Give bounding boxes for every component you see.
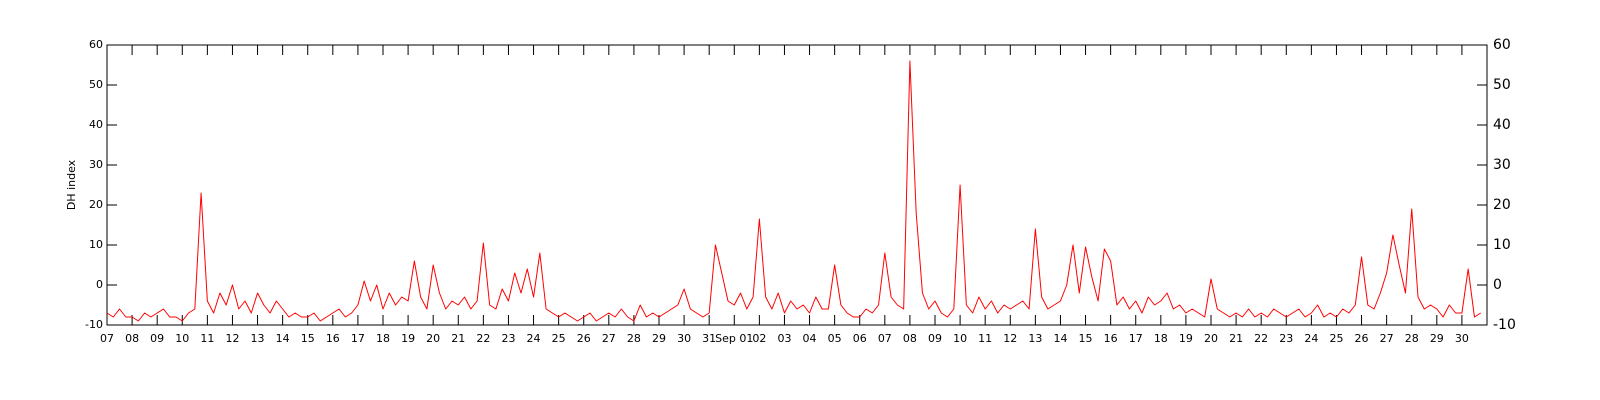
y2-tick-label: 40 bbox=[1493, 117, 1511, 133]
x-tick-label: 25 bbox=[552, 332, 566, 345]
x-tick-label: 24 bbox=[1304, 332, 1318, 345]
y2-tick-label: 20 bbox=[1493, 197, 1511, 213]
x-tick-label: 28 bbox=[1405, 332, 1419, 345]
y2-tick-label: -10 bbox=[1493, 317, 1516, 333]
x-tick-label: 28 bbox=[627, 332, 641, 345]
x-tick-label: 12 bbox=[225, 332, 239, 345]
y-tick-label: 10 bbox=[89, 238, 103, 251]
x-tick-label: 22 bbox=[1254, 332, 1268, 345]
x-tick-label: 21 bbox=[1229, 332, 1243, 345]
x-tick-label: 23 bbox=[501, 332, 515, 345]
y-tick-label: 0 bbox=[96, 278, 103, 291]
x-tick-label: 14 bbox=[276, 332, 290, 345]
x-tick-label: 13 bbox=[251, 332, 265, 345]
x-tick-label: Sep 01 bbox=[715, 332, 753, 345]
y-tick-label: -10 bbox=[85, 318, 103, 331]
x-tick-label: 20 bbox=[1204, 332, 1218, 345]
x-tick-label: 13 bbox=[1028, 332, 1042, 345]
x-tick-label: 25 bbox=[1329, 332, 1343, 345]
x-tick-label: 18 bbox=[1154, 332, 1168, 345]
x-tick-label: 09 bbox=[150, 332, 164, 345]
x-tick-label: 14 bbox=[1053, 332, 1067, 345]
x-tick-label: 20 bbox=[426, 332, 440, 345]
x-tick-label: 16 bbox=[1104, 332, 1118, 345]
x-tick-label: 29 bbox=[652, 332, 666, 345]
x-tick-label: 07 bbox=[878, 332, 892, 345]
y-tick-label: 20 bbox=[89, 198, 103, 211]
x-tick-label: 08 bbox=[903, 332, 917, 345]
plot-frame bbox=[106, 44, 1488, 326]
x-tick-label: 04 bbox=[803, 332, 817, 345]
x-tick-label: 22 bbox=[476, 332, 490, 345]
x-tick-label: 02 bbox=[752, 332, 766, 345]
y-tick-label: 40 bbox=[89, 118, 103, 131]
x-tick-label: 17 bbox=[351, 332, 365, 345]
x-tick-label: 12 bbox=[1003, 332, 1017, 345]
x-tick-label: 26 bbox=[1355, 332, 1369, 345]
y2-tick-label: 0 bbox=[1493, 277, 1502, 293]
x-tick-label: 06 bbox=[853, 332, 867, 345]
y-tick-label: 50 bbox=[89, 78, 103, 91]
y-tick-label: 30 bbox=[89, 158, 103, 171]
x-tick-label: 24 bbox=[527, 332, 541, 345]
x-tick-label: 26 bbox=[577, 332, 591, 345]
x-tick-label: 17 bbox=[1129, 332, 1143, 345]
x-tick-label: 05 bbox=[828, 332, 842, 345]
x-tick-label: 23 bbox=[1279, 332, 1293, 345]
x-tick-label: 08 bbox=[125, 332, 139, 345]
x-tick-label: 21 bbox=[451, 332, 465, 345]
x-tick-label: 18 bbox=[376, 332, 390, 345]
x-tick-label: 30 bbox=[677, 332, 691, 345]
x-tick-label: 19 bbox=[401, 332, 415, 345]
y-tick-label: 60 bbox=[89, 38, 103, 51]
y-axis-label: DH index bbox=[65, 159, 78, 210]
y2-tick-label: 60 bbox=[1493, 37, 1511, 53]
x-tick-label: 29 bbox=[1430, 332, 1444, 345]
data-line bbox=[106, 60, 1481, 322]
x-tick-label: 27 bbox=[602, 332, 616, 345]
x-tick-label: 19 bbox=[1179, 332, 1193, 345]
x-tick-label: 03 bbox=[777, 332, 791, 345]
x-tick-label: 11 bbox=[978, 332, 992, 345]
y2-tick-label: 10 bbox=[1493, 237, 1511, 253]
x-tick-label: 30 bbox=[1455, 332, 1469, 345]
x-tick-label: 10 bbox=[953, 332, 967, 345]
y2-tick-label: 50 bbox=[1493, 77, 1511, 93]
x-tick-label: 09 bbox=[928, 332, 942, 345]
x-tick-label: 31 bbox=[702, 332, 716, 345]
x-tick-label: 11 bbox=[200, 332, 214, 345]
x-tick-label: 16 bbox=[326, 332, 340, 345]
x-tick-label: 27 bbox=[1380, 332, 1394, 345]
x-tick-label: 10 bbox=[175, 332, 189, 345]
x-tick-label: 07 bbox=[100, 332, 114, 345]
x-tick-label: 15 bbox=[301, 332, 315, 345]
y2-tick-label: 30 bbox=[1493, 157, 1511, 173]
x-tick-label: 15 bbox=[1079, 332, 1093, 345]
